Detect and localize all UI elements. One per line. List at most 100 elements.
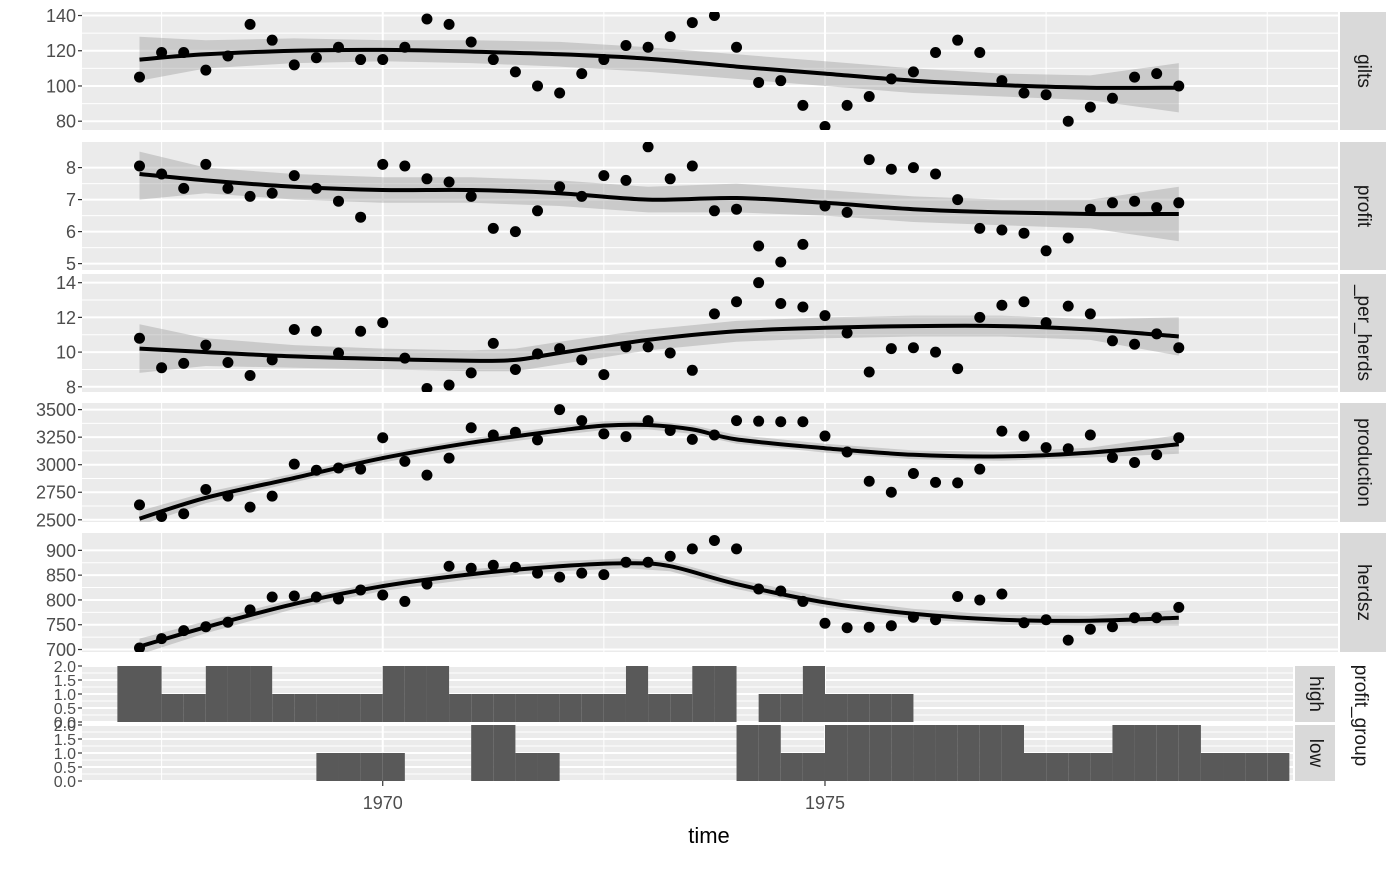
y-tick-label: 2750 bbox=[36, 483, 76, 503]
data-point bbox=[443, 379, 455, 391]
histogram-bar bbox=[1178, 725, 1201, 781]
data-point bbox=[797, 99, 809, 111]
histogram-bar bbox=[935, 725, 958, 781]
strip-production-label: production bbox=[1353, 418, 1374, 507]
histogram-bar bbox=[780, 753, 803, 781]
data-point bbox=[133, 71, 145, 83]
data-point bbox=[930, 168, 942, 180]
data-point bbox=[355, 54, 367, 66]
data-point bbox=[465, 367, 477, 379]
data-point bbox=[1151, 68, 1163, 80]
data-point bbox=[1084, 308, 1096, 320]
data-point bbox=[907, 66, 919, 78]
data-point bbox=[1151, 612, 1163, 624]
data-point bbox=[731, 543, 743, 555]
histogram-bar bbox=[1267, 753, 1290, 781]
data-point bbox=[841, 446, 853, 458]
y-tick-label: 900 bbox=[46, 541, 76, 561]
data-point bbox=[1018, 430, 1030, 442]
data-point bbox=[664, 347, 676, 359]
data-point bbox=[664, 31, 676, 43]
data-point bbox=[620, 556, 632, 568]
strip-profit-background bbox=[1340, 142, 1386, 270]
data-point bbox=[133, 160, 145, 172]
data-point bbox=[775, 75, 787, 87]
data-point bbox=[974, 47, 986, 59]
y-tick-label: 1.0 bbox=[54, 746, 76, 763]
data-point bbox=[930, 614, 942, 626]
histogram-bar bbox=[382, 666, 405, 722]
histogram-bar bbox=[1134, 725, 1157, 781]
histogram-bar bbox=[316, 753, 339, 781]
data-point bbox=[863, 621, 875, 633]
data-point bbox=[1062, 634, 1074, 646]
data-point bbox=[465, 36, 477, 48]
histogram-bar bbox=[824, 725, 848, 781]
data-point bbox=[974, 311, 986, 323]
smooth-line bbox=[139, 172, 1179, 217]
data-point bbox=[288, 59, 300, 71]
data-point bbox=[996, 75, 1008, 87]
panel-gilts bbox=[133, 12, 1185, 130]
histogram-bar bbox=[250, 666, 273, 722]
y-tick-label: 0.5 bbox=[54, 760, 76, 777]
data-point bbox=[952, 194, 964, 206]
histogram-bar bbox=[515, 753, 538, 781]
histogram-bar bbox=[603, 694, 626, 722]
histogram-bar bbox=[714, 666, 737, 722]
histogram-bar bbox=[559, 694, 582, 722]
data-point bbox=[731, 203, 743, 215]
data-point bbox=[686, 433, 698, 445]
data-point bbox=[200, 158, 212, 170]
histogram-bar bbox=[581, 694, 604, 722]
panel-_per_herds bbox=[133, 277, 1185, 392]
data-point bbox=[509, 426, 521, 438]
data-point bbox=[907, 468, 919, 480]
data-point bbox=[708, 429, 720, 441]
y-tick-label: 1.5 bbox=[54, 732, 76, 749]
data-point bbox=[509, 66, 521, 78]
data-point bbox=[532, 348, 544, 360]
data-point bbox=[598, 569, 610, 581]
histogram-bar bbox=[1223, 753, 1246, 781]
data-point bbox=[1106, 452, 1118, 464]
histogram-bar bbox=[869, 725, 892, 781]
histogram-bar bbox=[802, 666, 825, 722]
data-point bbox=[399, 160, 411, 172]
data-point bbox=[1129, 612, 1141, 624]
data-point bbox=[731, 41, 743, 53]
data-point bbox=[487, 429, 499, 441]
histogram-bar bbox=[183, 694, 206, 722]
data-point bbox=[996, 224, 1008, 236]
data-point bbox=[1129, 195, 1141, 207]
data-point bbox=[532, 80, 544, 92]
data-point bbox=[753, 277, 765, 289]
data-point bbox=[686, 543, 698, 555]
data-point bbox=[421, 578, 433, 590]
y-tick-label: 3500 bbox=[36, 400, 76, 420]
data-point bbox=[399, 41, 411, 53]
data-point bbox=[974, 463, 986, 475]
data-point bbox=[310, 464, 322, 476]
strip-herdsz-label: herdsz bbox=[1353, 564, 1374, 621]
data-point bbox=[421, 383, 433, 392]
data-point bbox=[1084, 623, 1096, 635]
data-point bbox=[288, 590, 300, 602]
data-point bbox=[266, 354, 278, 366]
data-point bbox=[532, 567, 544, 579]
strip-_per_herds-label: _per_herds bbox=[1353, 284, 1374, 381]
data-point bbox=[288, 324, 300, 336]
data-point bbox=[907, 342, 919, 354]
data-point bbox=[863, 154, 875, 166]
histogram-bar bbox=[670, 694, 693, 722]
data-point bbox=[244, 604, 256, 616]
data-point bbox=[156, 633, 168, 645]
strip-profit-group-label: profit_group bbox=[1350, 665, 1371, 766]
data-point bbox=[576, 354, 588, 366]
data-point bbox=[421, 173, 433, 185]
data-point bbox=[487, 337, 499, 349]
data-point bbox=[156, 168, 168, 180]
histogram-bar bbox=[382, 753, 405, 781]
data-point bbox=[310, 591, 322, 603]
